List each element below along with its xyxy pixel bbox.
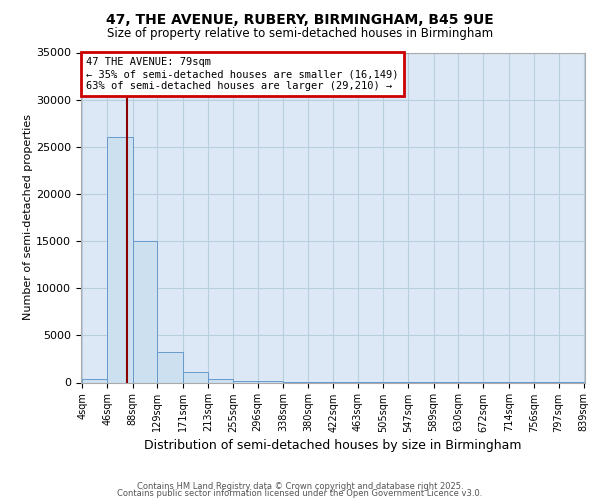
- Bar: [233, 380, 257, 382]
- Text: Contains HM Land Registry data © Crown copyright and database right 2025.: Contains HM Land Registry data © Crown c…: [137, 482, 463, 491]
- Bar: [107, 138, 133, 382]
- Bar: [133, 241, 157, 382]
- Y-axis label: Number of semi-detached properties: Number of semi-detached properties: [23, 114, 34, 320]
- Bar: [182, 372, 208, 382]
- Text: 47, THE AVENUE, RUBERY, BIRMINGHAM, B45 9UE: 47, THE AVENUE, RUBERY, BIRMINGHAM, B45 …: [106, 12, 494, 26]
- X-axis label: Distribution of semi-detached houses by size in Birmingham: Distribution of semi-detached houses by …: [144, 438, 522, 452]
- Bar: [257, 381, 283, 382]
- Bar: [208, 378, 233, 382]
- Bar: [157, 352, 182, 382]
- Text: 47 THE AVENUE: 79sqm
← 35% of semi-detached houses are smaller (16,149)
63% of s: 47 THE AVENUE: 79sqm ← 35% of semi-detac…: [86, 58, 398, 90]
- Bar: [82, 378, 107, 382]
- Text: Size of property relative to semi-detached houses in Birmingham: Size of property relative to semi-detach…: [107, 28, 493, 40]
- Text: Contains public sector information licensed under the Open Government Licence v3: Contains public sector information licen…: [118, 488, 482, 498]
